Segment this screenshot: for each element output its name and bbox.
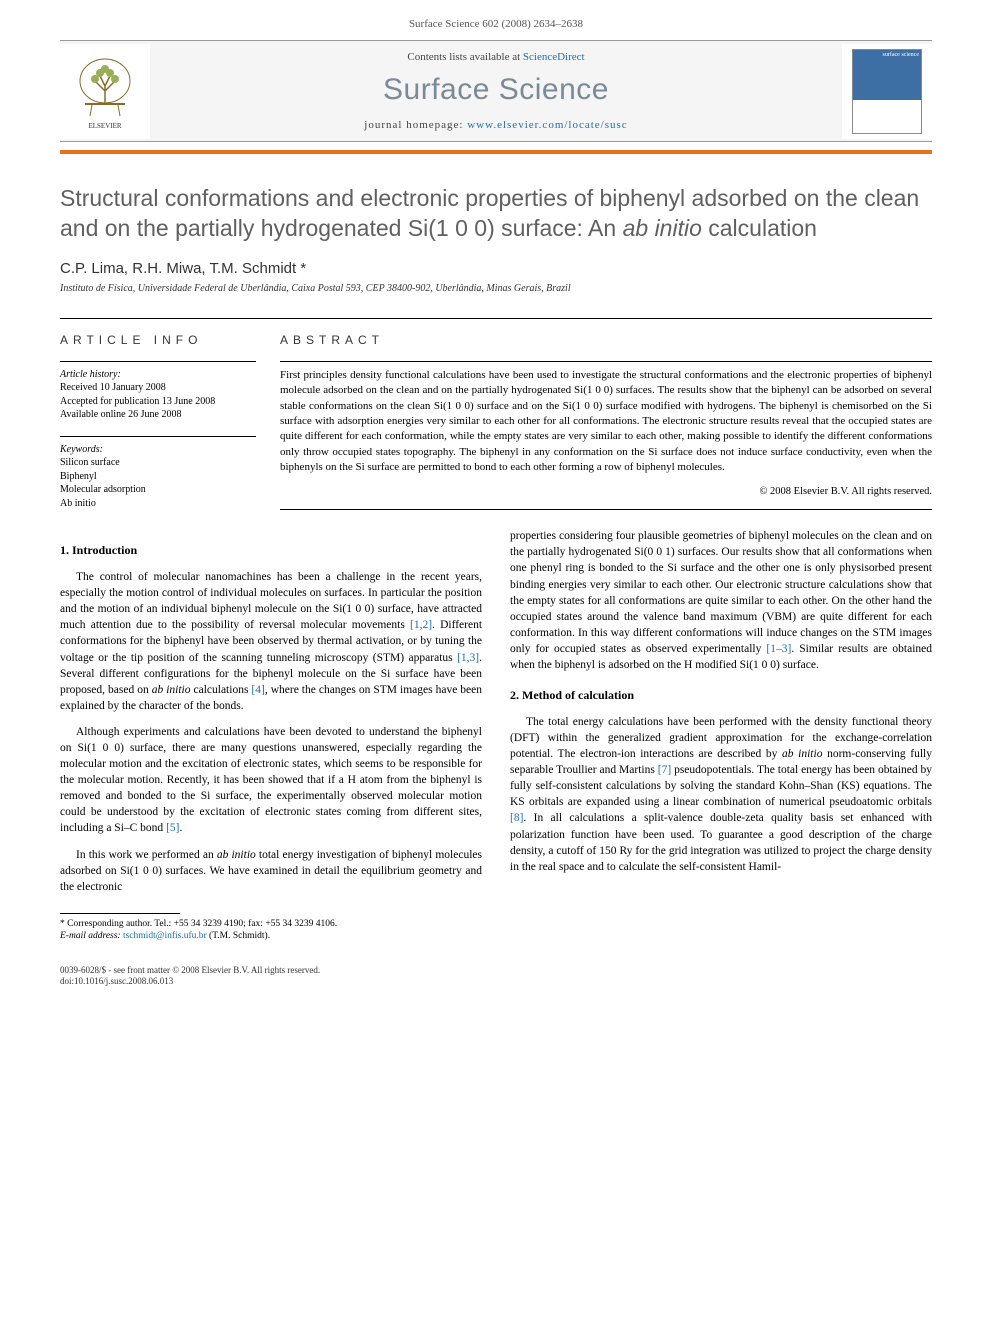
ref-link[interactable]: [4] bbox=[251, 684, 264, 696]
citation-text: Surface Science 602 (2008) 2634–2638 bbox=[409, 18, 583, 30]
abstract-label: ABSTRACT bbox=[280, 333, 932, 347]
body-paragraph: The total energy calculations have been … bbox=[510, 714, 932, 875]
keyword-item: Ab initio bbox=[60, 497, 256, 511]
footer-front-matter: 0039-6028/$ - see front matter © 2008 El… bbox=[60, 965, 932, 977]
running-header: Surface Science 602 (2008) 2634–2638 bbox=[0, 0, 992, 40]
body-paragraph: Although experiments and calculations ha… bbox=[60, 724, 482, 837]
section-1-heading: 1. Introduction bbox=[60, 542, 482, 559]
ref-link[interactable]: [7] bbox=[658, 764, 671, 776]
contents-available-line: Contents lists available at ScienceDirec… bbox=[150, 51, 842, 63]
ref-link[interactable]: [1,2] bbox=[410, 619, 432, 631]
body-paragraph: properties considering four plausible ge… bbox=[510, 528, 932, 673]
authors-line: C.P. Lima, R.H. Miwa, T.M. Schmidt * bbox=[60, 260, 932, 277]
journal-cover-thumb-icon: surface science bbox=[852, 49, 922, 134]
abstract-column: ABSTRACT First principles density functi… bbox=[280, 333, 932, 511]
journal-banner: ELSEVIER Contents lists available at Sci… bbox=[60, 40, 932, 142]
homepage-link[interactable]: www.elsevier.com/locate/susc bbox=[467, 119, 627, 131]
sciencedirect-link[interactable]: ScienceDirect bbox=[523, 51, 585, 63]
section-2-heading: 2. Method of calculation bbox=[510, 687, 932, 704]
keyword-item: Molecular adsorption bbox=[60, 483, 256, 497]
body-paragraph: In this work we performed an ab initio t… bbox=[60, 847, 482, 895]
svg-text:ELSEVIER: ELSEVIER bbox=[88, 122, 121, 130]
body-two-columns: 1. Introduction The control of molecular… bbox=[60, 528, 932, 942]
ref-link[interactable]: [5] bbox=[166, 822, 179, 834]
corresponding-author-footnote: * Corresponding author. Tel.: +55 34 323… bbox=[60, 918, 482, 943]
article-history-block: Article history: Received 10 January 200… bbox=[60, 361, 256, 422]
online-line: Available online 26 June 2008 bbox=[60, 408, 256, 422]
banner-center: Contents lists available at ScienceDirec… bbox=[150, 41, 842, 141]
abstract-text: First principles density functional calc… bbox=[280, 361, 932, 476]
email-line: E-mail address: tschmidt@infis.ufu.br (T… bbox=[60, 930, 482, 942]
body-paragraph: The control of molecular nanomachines ha… bbox=[60, 569, 482, 714]
abstract-copyright: © 2008 Elsevier B.V. All rights reserved… bbox=[280, 486, 932, 510]
affiliation-line: Instituto de Física, Universidade Federa… bbox=[60, 283, 932, 294]
info-abstract-row: ARTICLE INFO Article history: Received 1… bbox=[60, 318, 932, 511]
article-title: Structural conformations and electronic … bbox=[60, 184, 932, 244]
footnote-rule bbox=[60, 913, 180, 914]
history-label: Article history: bbox=[60, 368, 256, 382]
ref-link[interactable]: [1,3] bbox=[457, 652, 479, 664]
corr-author-line: * Corresponding author. Tel.: +55 34 323… bbox=[60, 918, 482, 930]
article-info-label: ARTICLE INFO bbox=[60, 333, 256, 347]
right-column: properties considering four plausible ge… bbox=[510, 528, 932, 942]
orange-divider bbox=[60, 150, 932, 154]
keywords-label: Keywords: bbox=[60, 443, 256, 457]
page-footer: 0039-6028/$ - see front matter © 2008 El… bbox=[60, 965, 932, 988]
keyword-item: Biphenyl bbox=[60, 470, 256, 484]
ref-link[interactable]: [8] bbox=[510, 812, 523, 824]
left-column: 1. Introduction The control of molecular… bbox=[60, 528, 482, 942]
elsevier-tree-logo-icon: ELSEVIER bbox=[70, 51, 140, 131]
journal-homepage-line: journal homepage: www.elsevier.com/locat… bbox=[150, 119, 842, 131]
footer-doi: doi:10.1016/j.susc.2008.06.013 bbox=[60, 976, 932, 988]
received-line: Received 10 January 2008 bbox=[60, 381, 256, 395]
journal-name: Surface Science bbox=[150, 73, 842, 107]
keyword-item: Silicon surface bbox=[60, 456, 256, 470]
keywords-block: Keywords: Silicon surface Biphenyl Molec… bbox=[60, 436, 256, 511]
cover-thumb-box: surface science bbox=[842, 44, 932, 139]
article-info-column: ARTICLE INFO Article history: Received 1… bbox=[60, 333, 280, 511]
publisher-logo-box: ELSEVIER bbox=[60, 44, 150, 139]
accepted-line: Accepted for publication 13 June 2008 bbox=[60, 395, 256, 409]
email-link[interactable]: tschmidt@infis.ufu.br bbox=[123, 931, 207, 941]
ref-link[interactable]: [1–3] bbox=[766, 643, 791, 655]
